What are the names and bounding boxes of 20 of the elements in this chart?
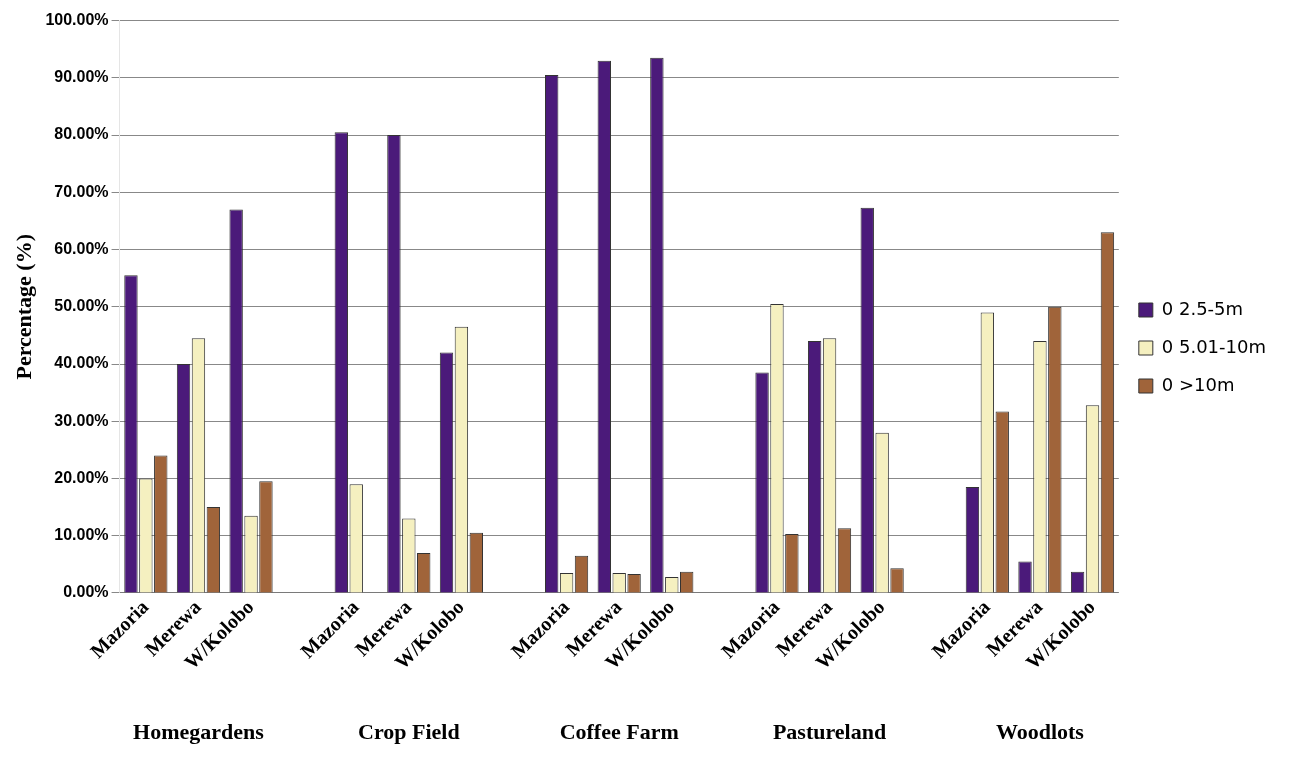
legend-label: 0 >10m bbox=[1161, 373, 1235, 395]
legend-label: 0 5.01-10m bbox=[1161, 335, 1266, 357]
text: Woodlots bbox=[995, 718, 1085, 744]
y-tick-label: 60.00% bbox=[54, 239, 109, 257]
text: Pastureland bbox=[772, 718, 887, 744]
y-tick-label: 40.00% bbox=[54, 354, 109, 372]
y-axis-title: Percentage (%) bbox=[10, 233, 36, 380]
y-tick-label: 0.00% bbox=[63, 583, 109, 601]
y-tick-label: 30.00% bbox=[54, 411, 109, 429]
y-tick-label: 70.00% bbox=[54, 182, 109, 200]
y-tick-label: 80.00% bbox=[54, 125, 109, 143]
text: Crop Field bbox=[357, 718, 460, 744]
text: Coffee Farm bbox=[559, 718, 679, 744]
legend-label: 0 2.5-5m bbox=[1161, 297, 1244, 319]
y-tick-label: 100.00% bbox=[45, 11, 109, 29]
y-tick-label: 10.00% bbox=[54, 526, 109, 544]
y-tick-label: 90.00% bbox=[54, 68, 109, 86]
y-tick-label: 50.00% bbox=[54, 297, 109, 315]
y-tick-label: 20.00% bbox=[54, 468, 109, 486]
text: Homegardens bbox=[133, 718, 265, 744]
